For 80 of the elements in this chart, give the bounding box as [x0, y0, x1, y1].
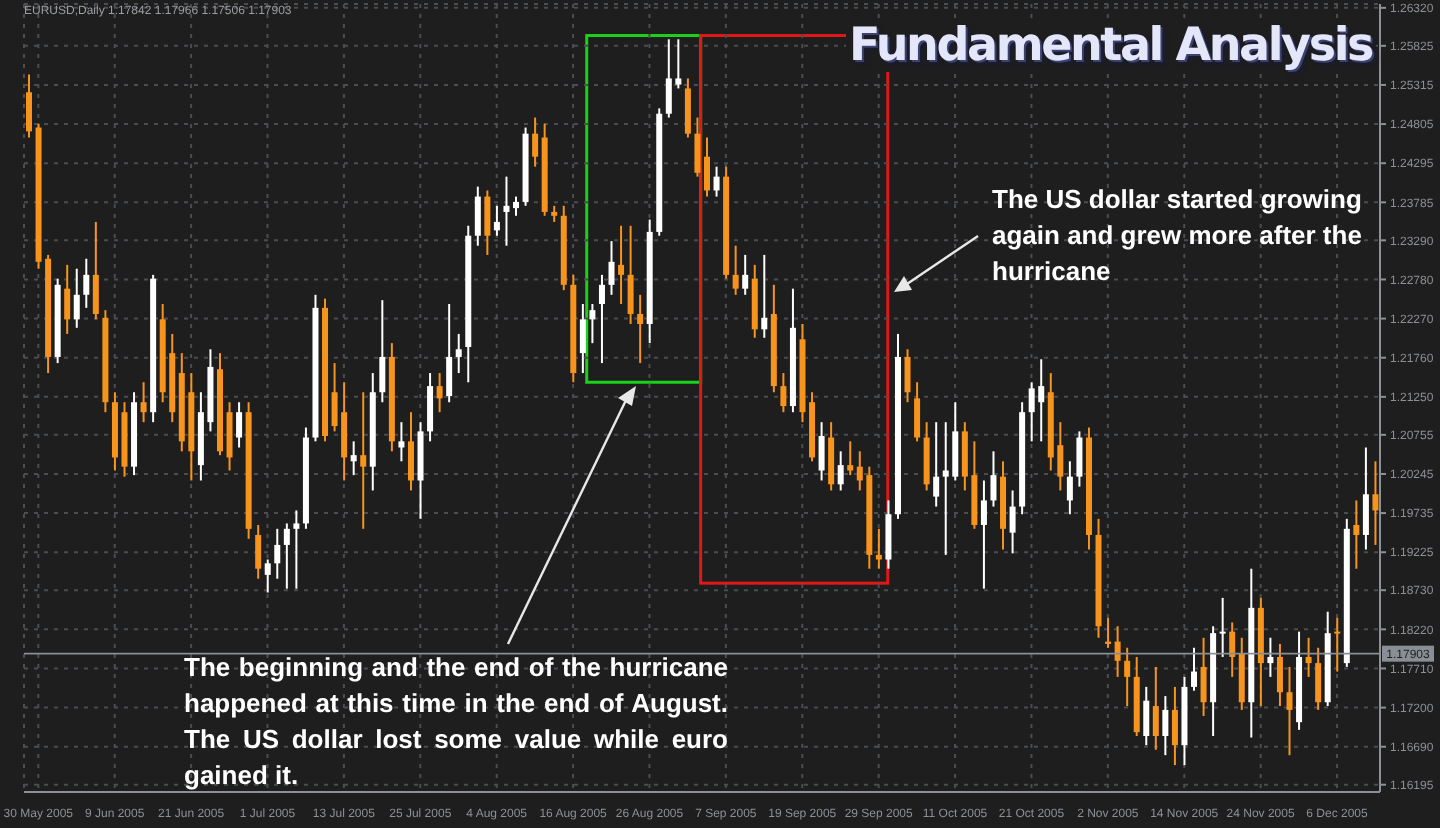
candlestick	[1229, 621, 1236, 678]
candlestick	[360, 391, 367, 530]
candlestick	[140, 381, 147, 424]
candlestick	[1305, 636, 1312, 678]
candlestick	[264, 558, 271, 594]
candlestick	[1171, 685, 1178, 767]
candlestick	[637, 293, 644, 365]
candlestick	[761, 253, 768, 339]
candlestick	[904, 348, 911, 404]
candlestick	[283, 522, 290, 590]
candlestick	[1066, 460, 1073, 516]
candlestick	[828, 421, 835, 492]
candlestick	[914, 381, 921, 443]
candlestick	[1334, 616, 1341, 673]
candlestick	[875, 527, 882, 570]
candlestick	[1124, 646, 1131, 708]
candlestick	[608, 240, 615, 296]
candlestick	[694, 116, 701, 178]
candlestick	[446, 303, 453, 404]
candlestick	[837, 450, 844, 492]
candlestick	[1286, 665, 1293, 757]
candlestick	[1276, 642, 1283, 708]
candlestick	[923, 421, 930, 492]
candlestick	[1372, 460, 1379, 546]
candlestick	[980, 479, 987, 590]
candlestick	[226, 401, 233, 472]
candlestick	[236, 401, 243, 449]
candlestick	[1076, 430, 1083, 488]
candlestick	[427, 372, 434, 443]
candlestick	[379, 299, 386, 404]
candlestick	[579, 303, 586, 375]
candlestick	[933, 421, 940, 508]
candlestick	[1114, 625, 1121, 678]
candlestick	[532, 116, 539, 168]
candlestick	[513, 195, 520, 217]
candlestick	[350, 440, 357, 477]
candlestick	[1162, 695, 1169, 757]
candlestick	[885, 499, 892, 570]
candlestick	[436, 372, 443, 414]
candlestick	[293, 509, 300, 590]
candlestick	[990, 450, 997, 508]
candlestick	[1143, 685, 1150, 747]
candlestick	[64, 263, 71, 335]
annotation: The beginning and the end of the hurricane happened at this time in the end of August. The US dollar lost some value while euro gained it.	[184, 650, 728, 794]
candlestick	[589, 303, 596, 345]
candlestick	[780, 372, 787, 414]
candlestick	[484, 189, 491, 256]
candlestick	[627, 224, 634, 325]
annotation: The US dollar started growing again and grew more after the hurricane	[992, 182, 1364, 290]
candlestick	[713, 165, 720, 198]
candlestick	[1152, 665, 1159, 751]
candlestick	[1353, 499, 1360, 570]
candlestick	[704, 136, 710, 198]
candlestick	[1009, 489, 1016, 555]
candlestick	[1315, 646, 1322, 711]
candlestick	[1200, 636, 1207, 718]
candlestick	[1219, 596, 1226, 658]
chart-title: Fundamental Analysis	[845, 20, 1376, 72]
candlestick	[1191, 646, 1198, 692]
candlestick	[83, 257, 90, 309]
candlestick	[742, 253, 749, 296]
candlestick	[493, 204, 500, 237]
candlestick	[455, 332, 462, 375]
candlestick	[255, 523, 262, 580]
candlestick	[684, 77, 691, 139]
candlestick	[274, 527, 281, 580]
candlestick	[618, 224, 625, 306]
candlestick	[598, 273, 605, 365]
candlestick	[73, 267, 80, 329]
candlestick	[1362, 446, 1369, 551]
candlestick	[407, 411, 414, 492]
candlestick	[1267, 636, 1274, 678]
candlestick	[26, 73, 32, 139]
candlestick	[732, 244, 739, 296]
candlestick	[818, 421, 825, 482]
candlestick	[398, 421, 405, 463]
candlestick	[847, 440, 854, 477]
candlestick	[503, 175, 510, 247]
candlestick	[474, 185, 481, 247]
candlestick	[92, 220, 99, 321]
